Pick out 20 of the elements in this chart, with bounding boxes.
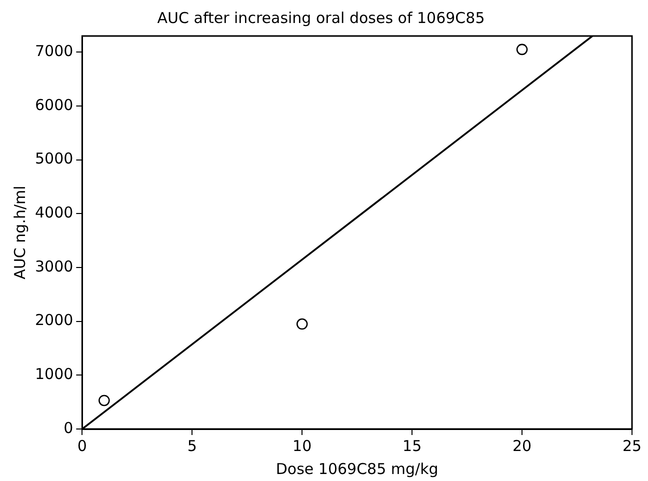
y-tick-label: 6000 — [34, 96, 74, 114]
point — [516, 44, 528, 56]
point — [98, 394, 110, 406]
x-axis-title: Dose 1069C85 mg/kg — [276, 460, 438, 478]
y-tick-label: 5000 — [34, 150, 74, 168]
x-tick-label: 10 — [292, 436, 312, 455]
y-tick-label: 7000 — [34, 42, 74, 60]
x-tick-label: 5 — [187, 436, 197, 455]
point — [296, 318, 308, 330]
chart-title: AUC after increasing oral doses of 1069C85 — [157, 8, 485, 27]
y-tick-label: 1000 — [34, 365, 74, 384]
x-tick-label: 15 — [402, 436, 422, 455]
x-tick-label: 25 — [622, 436, 642, 455]
y-tick-label: 2000 — [34, 311, 74, 330]
y-axis-title: AUC ng.h/ml — [10, 186, 29, 280]
y-tick-label: 0 — [64, 418, 74, 437]
x-tick-label: 20 — [512, 436, 532, 455]
y-tick-label: 4000 — [34, 204, 74, 222]
x-tick-label: 0 — [77, 436, 87, 455]
y-tick-label: 3000 — [34, 257, 74, 276]
